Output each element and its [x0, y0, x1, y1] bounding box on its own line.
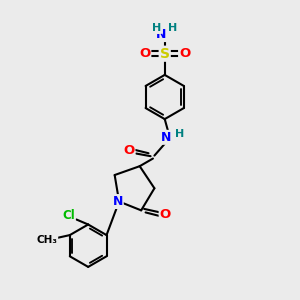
Text: O: O — [179, 47, 190, 60]
Text: S: S — [160, 47, 170, 61]
Text: H: H — [168, 23, 178, 33]
Text: Cl: Cl — [62, 209, 75, 222]
Text: N: N — [112, 195, 123, 208]
Text: O: O — [123, 144, 134, 157]
Text: O: O — [160, 208, 171, 221]
Text: O: O — [139, 47, 150, 60]
Text: H: H — [175, 129, 184, 140]
Text: H: H — [152, 23, 161, 33]
Text: N: N — [161, 131, 172, 144]
Text: N: N — [156, 28, 166, 41]
Text: CH₃: CH₃ — [36, 235, 57, 244]
